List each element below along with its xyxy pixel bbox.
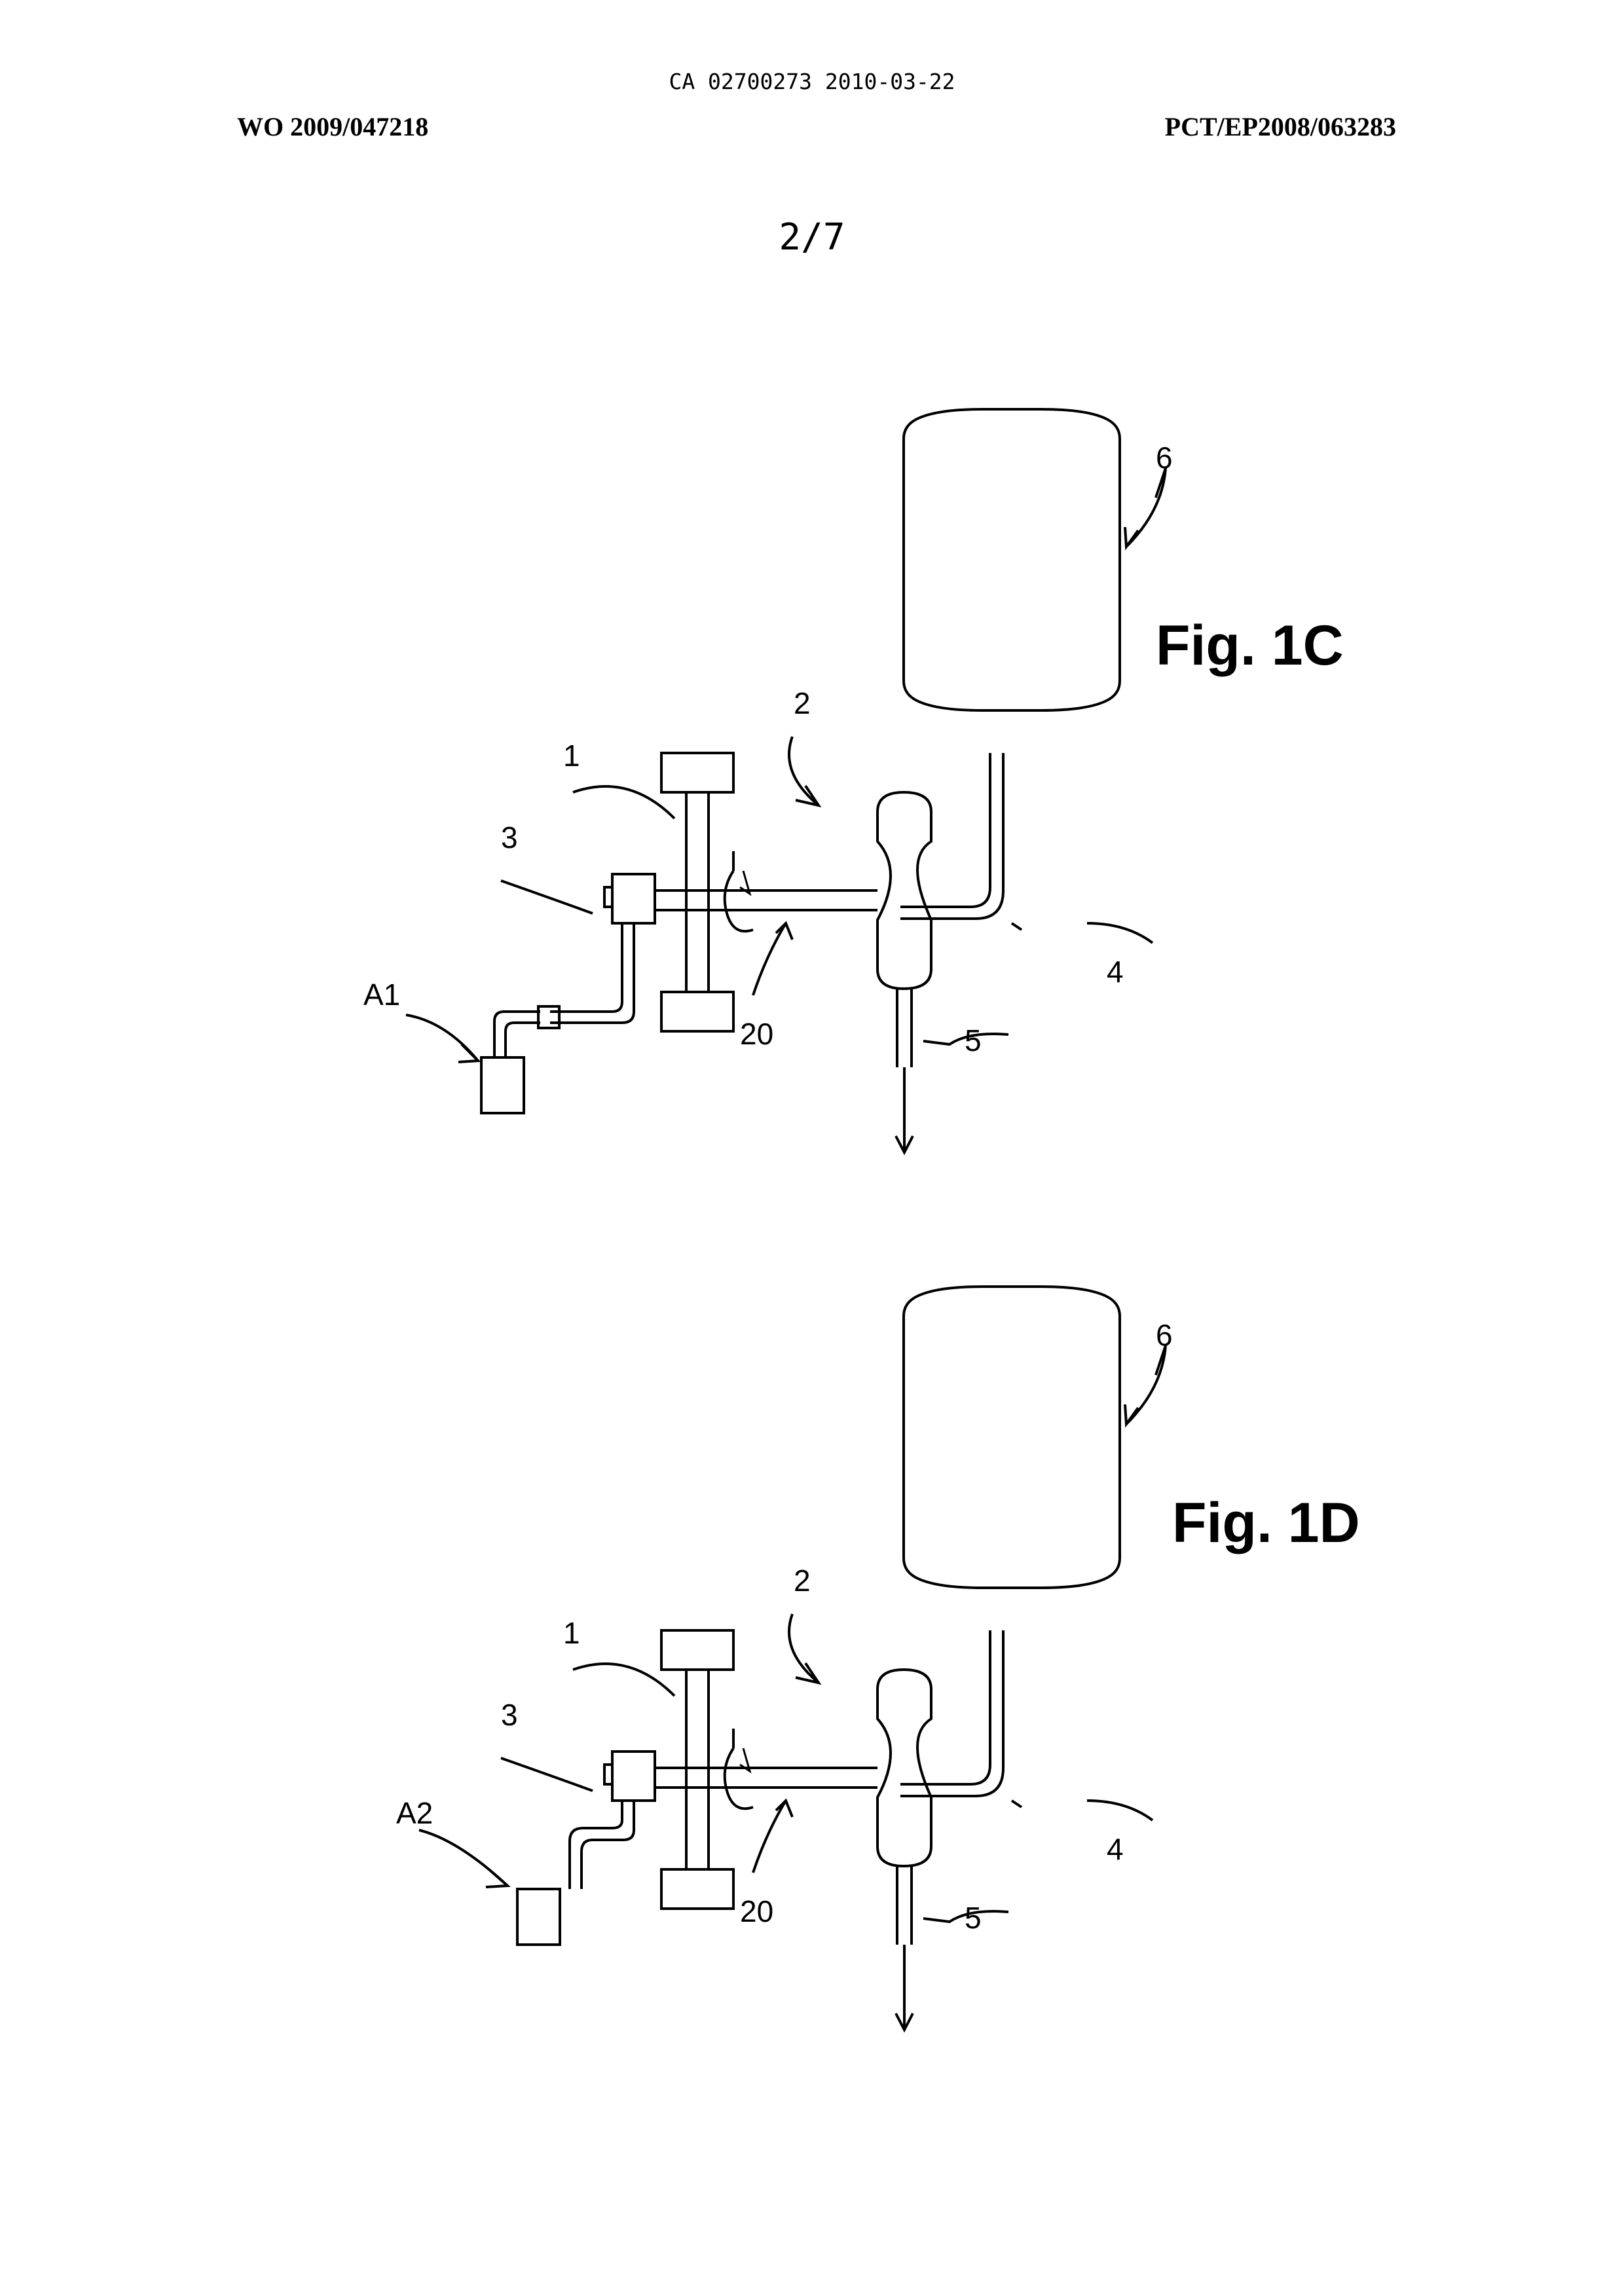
leader-2	[789, 1614, 819, 1683]
leader-4	[1012, 1801, 1153, 1820]
leader-6	[1125, 468, 1166, 547]
figure-1c: Fig. 1C 6 2 1 3 4 20 5 A1	[0, 0, 1624, 871]
leader-3	[501, 1758, 593, 1791]
cable	[570, 1801, 634, 1889]
label-4: 4	[1107, 1832, 1124, 1866]
sensor-3-tab	[604, 1765, 612, 1784]
figure-title: Fig. 1D	[1172, 1492, 1360, 1554]
figure-1d: Fig. 1D 6 2 1 3 4 20 5 A2	[0, 877, 1624, 1748]
leader-6	[1125, 1346, 1166, 1424]
tank-6	[904, 409, 1120, 710]
label-6: 6	[1156, 1318, 1173, 1352]
leader-2	[789, 737, 819, 805]
axle-1	[686, 1670, 709, 1869]
wheel-bottom	[661, 1869, 733, 1909]
label-a: A2	[396, 1796, 433, 1830]
label-1: 1	[563, 1616, 580, 1650]
tank-6	[904, 1287, 1120, 1588]
shaft-20	[655, 1768, 877, 1788]
label-1: 1	[563, 739, 580, 773]
wheel-top	[661, 1630, 733, 1670]
outlet-arrow	[896, 1945, 913, 2030]
figure-title: Fig. 1C	[1156, 614, 1344, 677]
sensor-3	[612, 1752, 655, 1801]
label-6: 6	[1156, 441, 1173, 475]
pipe-4	[900, 1630, 1003, 1796]
label-20: 20	[740, 1894, 773, 1928]
label-3: 3	[501, 820, 518, 854]
pump-2	[877, 1670, 931, 1866]
wheel-top	[661, 753, 733, 792]
outlet-5	[897, 1866, 912, 1945]
leader-1	[573, 1664, 674, 1696]
label-3: 3	[501, 1698, 518, 1732]
label-2: 2	[794, 686, 811, 720]
box-a	[517, 1889, 560, 1945]
leader-20	[753, 1801, 792, 1873]
leader-a	[419, 1830, 507, 1887]
label-5: 5	[965, 1901, 982, 1935]
label-2: 2	[794, 1564, 811, 1598]
leader-1	[573, 786, 674, 818]
